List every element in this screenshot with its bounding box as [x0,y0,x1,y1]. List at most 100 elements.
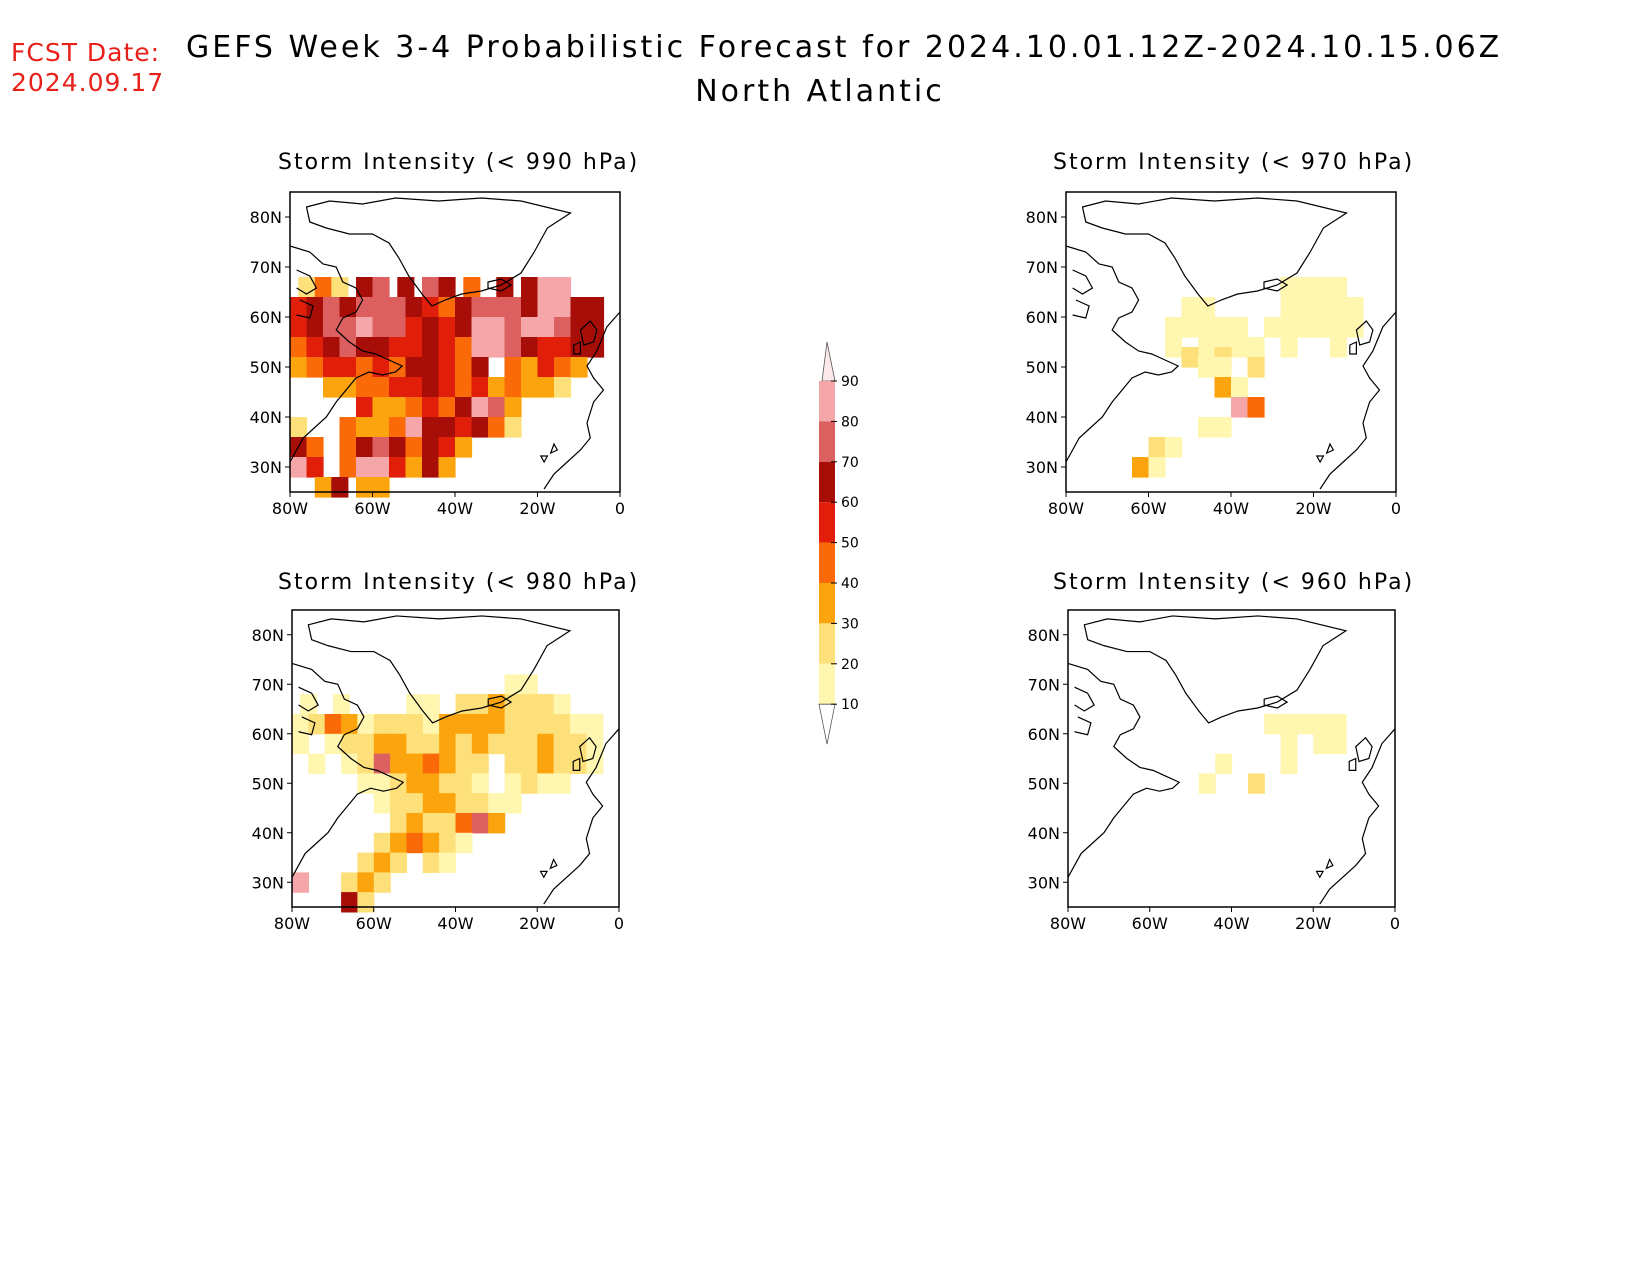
panel-title-990: Storm Intensity (< 990 hPa) [278,150,640,175]
probability-cell [1247,357,1265,378]
lat-tick-label: 50N [252,774,284,793]
probability-cell [422,852,440,873]
lon-tick-label: 0 [1390,914,1400,933]
probability-cell [471,773,489,794]
probability-cell [422,317,440,338]
probability-cell [372,357,390,378]
colorbar-swatch [819,502,835,543]
probability-cell [553,753,571,774]
lon-tick-label: 40W [437,499,473,518]
probability-cell [1330,317,1348,338]
probability-cell [455,694,473,715]
probability-cell [1198,417,1216,438]
probability-cell [455,813,473,834]
colorbar-swatch [819,542,835,583]
probability-cell [389,357,407,378]
coastline [292,616,619,904]
coastline [1066,198,1396,489]
probability-cell [390,852,408,873]
probability-cell [372,457,390,478]
probability-cell [1247,337,1265,358]
probability-cell [373,733,391,755]
colorbar-swatch [819,663,835,705]
coastline-segment [299,687,319,711]
coastline-segment [573,759,580,771]
probability-cell [308,753,326,774]
probability-cell [1313,297,1331,318]
colorbar-label: 50 [841,536,859,552]
probability-cell [406,773,424,794]
probability-cell [521,317,539,338]
probability-cell [1165,437,1183,458]
probability-cell [455,793,473,814]
probability-cell [471,733,489,755]
probability-cell [1214,317,1232,338]
probability-cell [422,357,440,378]
probability-cell [1132,457,1150,478]
probability-cell [290,417,308,438]
panel-title-970: Storm Intensity (< 970 hPa) [1053,150,1415,175]
probability-cell [389,437,407,458]
lon-tick-label: 40W [1213,914,1249,933]
probability-cell [373,852,391,873]
probability-cell [504,317,522,338]
lat-tick-label: 30N [250,458,282,477]
probability-cell [521,357,539,378]
probability-cell [504,714,522,735]
lat-tick-label: 60N [250,308,282,327]
fcst-date-value: 2024.09.17 [11,68,165,97]
lon-tick-label: 20W [1295,914,1331,933]
lon-tick-label: 80W [1048,499,1084,518]
probability-cell [471,317,489,338]
probability-cell [292,714,309,735]
probability-cell [292,872,309,893]
probability-cell [570,733,587,755]
probability-cell [314,277,332,298]
probability-cell [504,397,522,418]
coastline-segment [292,663,403,877]
probability-cell [438,397,456,418]
probability-cell [1264,714,1282,735]
probability-cell [306,297,324,318]
probability-cell [463,277,481,298]
probability-cell [471,753,489,774]
lon-tick-label: 40W [1213,499,1249,518]
probability-cell [290,297,308,318]
coastline-segment [1317,871,1324,877]
probability-cell [341,733,359,755]
probability-cell [520,733,538,755]
probability-cell [1346,297,1364,318]
probability-cell [331,277,349,298]
probability-cell [455,733,473,755]
probability-cell [439,852,457,873]
colorbar-label: 10 [841,697,859,713]
probability-cell [521,277,539,298]
probability-cell [455,753,473,774]
probability-cell [390,753,408,774]
lat-tick-label: 50N [1026,358,1058,377]
probability-cell [1231,337,1249,358]
probability-cell [439,733,457,755]
probability-cell [455,714,473,735]
probability-cell [1214,377,1232,398]
probability-cell [390,793,408,814]
coastline-segment [1084,616,1346,723]
probability-cell [290,457,308,478]
probability-cell [488,793,506,814]
probability-cell [1214,417,1232,438]
probability-cell [1214,357,1232,378]
probability-cell [406,813,424,834]
probability-cell [455,437,473,458]
probability-cell [471,377,489,398]
probability-cell [406,694,424,715]
probability-cell [587,297,605,318]
lon-tick-label: 60W [1130,499,1166,518]
probability-cell [306,337,324,358]
probability-cell [488,694,506,715]
probability-cell [406,832,424,854]
lon-tick-label: 20W [1295,499,1331,518]
probability-cell [306,437,324,458]
probability-cell [1330,277,1348,298]
probability-cell [1313,277,1331,298]
lat-tick-label: 30N [1026,458,1058,477]
